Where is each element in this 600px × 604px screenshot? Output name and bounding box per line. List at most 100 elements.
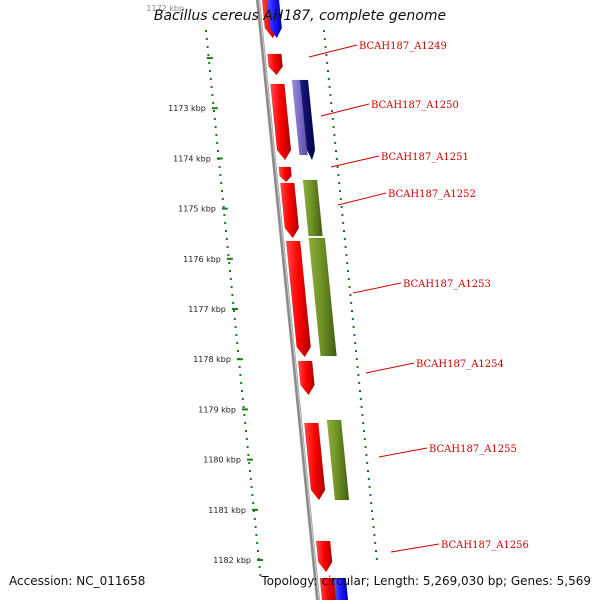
ruler-dot [207,54,210,56]
outer-guide-dot [366,462,369,464]
ruler-dot [209,70,211,72]
outer-guide-dot [351,318,354,320]
ruler-dot [240,382,243,384]
outer-guide-dot [371,518,374,520]
gene-label: BCAH187_A1249 [359,41,447,52]
outer-guide-dot [324,46,327,48]
ruler-dot [236,342,239,344]
ruler-tick [216,157,223,160]
outer-guide-dot [347,270,349,272]
ruler-tick [221,207,228,210]
ruler-dot [213,118,216,120]
outer-guide-dot [356,366,359,368]
outer-guide-dot [351,310,353,312]
ruler: 1172 kbp 1173 kbp 1174 kbp 1175 kbp 1176 kbp… [146,4,263,576]
ruler-dot [208,62,211,64]
outer-guide-dot [355,358,358,360]
accession-text: Accession: NC_011658 [9,574,146,588]
ruler-tick [236,358,243,361]
cds-forward [304,422,326,501]
outer-guide-dot [323,38,326,40]
outer-guide-dot [325,54,328,56]
ruler-dot [241,390,243,392]
cds-forward [267,53,283,76]
ruler-dot [245,430,247,432]
ruler-dot [231,294,234,296]
outer-guide-dot [346,262,349,264]
outer-guide-dot [357,374,360,376]
map-title: Bacillus cereus AH187, complete genome [153,8,447,24]
ruler-tick-label: 1180 kbp [203,456,241,465]
outer-guide-dot [328,86,331,88]
genome-backbone [255,0,321,604]
backbone [255,0,378,604]
ruler-tick [231,308,238,310]
ruler-dot [243,414,246,416]
outer-guide-dot [343,230,345,232]
outer-guide-dot [374,542,377,544]
outer-guide-dot [342,222,345,224]
outer-guide-dot [365,454,368,456]
ruler-dot [238,366,241,368]
ruler-dot [220,182,223,184]
ruler-dot [257,550,259,552]
cds-forward [297,360,315,396]
outer-guide-dot [333,134,336,136]
ruler-dot [259,574,262,576]
outer-guide-dot [371,510,373,512]
ruler-dot [246,446,249,448]
ruler-dot [234,326,237,328]
ruler-dot [214,126,217,128]
outer-guide-dot [327,70,329,72]
outer-guide-dot [326,62,329,64]
ruler-dot [237,350,239,352]
cds-navy [299,79,316,161]
ruler-dot [216,142,219,144]
ruler-dot [235,334,238,336]
outer-guide-dot [329,94,332,96]
outer-guide-dot [344,246,347,248]
gene-labels: BCAH187_A1249 BCAH187_A1250 BCAH187_A1251 B… [308,41,529,553]
outer-guide-dot [335,150,337,152]
ruler-dot [256,542,259,544]
gene-label: BCAH187_A1252 [388,189,476,200]
ruler-dot [255,534,258,536]
cds-forward [315,540,333,573]
outer-guide-dot [362,422,365,424]
outer-guide-dot [339,198,342,200]
ruler-tick-label: 1172 kbp [146,4,184,13]
ruler-dot [218,166,221,168]
gene-label: BCAH187_A1253 [403,279,491,290]
ruler-tick [251,508,258,511]
outer-guide-dot [330,102,333,104]
ruler-tick-label: 1181 kbp [208,506,246,515]
ruler-tick-label: 1174 kbp [173,154,211,163]
outer-guide-dot [334,142,337,144]
gene-label-leader [337,192,387,206]
ruler-dot [253,518,256,520]
outer-guide-dot [337,174,340,176]
outer-guide-dot [340,206,343,208]
gene-label-leader [352,282,402,294]
ruler-dot [205,30,207,32]
cds-forward [285,240,311,358]
ruler-dot [221,190,223,192]
outer-guide-dot [352,326,355,328]
gene-label: BCAH187_A1250 [371,100,459,111]
outer-guide-dot [327,78,330,80]
outer-guide-dot [358,382,361,384]
ruler-dot [250,486,253,488]
ruler-tick [226,257,233,260]
gene-label-leader [365,362,415,374]
outer-guide-dot [331,110,333,112]
ruler-dot [222,206,225,208]
ruler-tick-label: 1178 kbp [193,355,231,364]
outer-guide-dot [338,182,341,184]
outer-guide-dot [353,334,356,336]
ruler-tick [257,559,263,561]
ruler-dot [205,38,208,40]
outer-guide-dot [360,406,363,408]
cds-olive [308,237,337,357]
outer-guide-dot [323,30,325,32]
